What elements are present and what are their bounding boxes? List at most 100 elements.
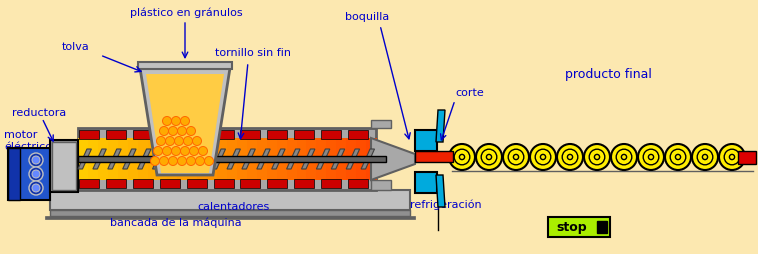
Circle shape xyxy=(162,147,171,155)
Circle shape xyxy=(186,156,196,166)
Bar xyxy=(78,138,89,180)
Polygon shape xyxy=(140,68,230,175)
Circle shape xyxy=(589,149,605,165)
Text: refrigeración: refrigeración xyxy=(410,200,481,211)
Circle shape xyxy=(186,126,196,135)
Bar xyxy=(168,138,178,180)
Bar xyxy=(321,179,341,188)
Polygon shape xyxy=(78,149,92,169)
Circle shape xyxy=(724,149,740,165)
Polygon shape xyxy=(227,149,240,169)
Circle shape xyxy=(729,154,735,160)
Circle shape xyxy=(562,149,578,165)
Circle shape xyxy=(168,126,177,135)
Bar xyxy=(133,130,153,139)
Circle shape xyxy=(196,156,205,166)
Circle shape xyxy=(32,170,40,178)
Polygon shape xyxy=(93,149,106,169)
Bar xyxy=(415,130,437,151)
Bar xyxy=(160,130,180,139)
Bar xyxy=(187,138,198,180)
Bar xyxy=(294,130,315,139)
Bar xyxy=(214,130,233,139)
Bar xyxy=(415,172,437,193)
Bar xyxy=(138,138,149,180)
Polygon shape xyxy=(257,149,270,169)
Polygon shape xyxy=(146,74,224,173)
Circle shape xyxy=(165,136,174,146)
Circle shape xyxy=(205,156,214,166)
Circle shape xyxy=(675,154,681,160)
Circle shape xyxy=(171,117,180,125)
Bar xyxy=(8,148,20,200)
Polygon shape xyxy=(436,110,445,142)
Polygon shape xyxy=(316,149,330,169)
Circle shape xyxy=(503,144,529,170)
Circle shape xyxy=(594,154,600,160)
Bar xyxy=(117,138,129,180)
Circle shape xyxy=(670,149,686,165)
Circle shape xyxy=(508,149,524,165)
Circle shape xyxy=(162,117,171,125)
Bar xyxy=(207,138,218,180)
Circle shape xyxy=(190,147,199,155)
Bar xyxy=(227,138,238,180)
Polygon shape xyxy=(436,175,445,207)
Circle shape xyxy=(584,144,610,170)
Bar xyxy=(177,138,188,180)
Text: plástico en gránulos: plástico en gránulos xyxy=(130,8,243,19)
Circle shape xyxy=(156,136,165,146)
Circle shape xyxy=(638,144,664,170)
Bar xyxy=(348,179,368,188)
Bar xyxy=(133,179,153,188)
Polygon shape xyxy=(302,149,315,169)
Circle shape xyxy=(616,149,632,165)
Circle shape xyxy=(454,149,470,165)
Circle shape xyxy=(154,147,162,155)
Polygon shape xyxy=(152,149,166,169)
Bar xyxy=(106,179,126,188)
Circle shape xyxy=(644,149,659,165)
Circle shape xyxy=(648,154,653,160)
Circle shape xyxy=(180,117,190,125)
Bar xyxy=(277,138,287,180)
Bar xyxy=(346,138,357,180)
Bar xyxy=(371,180,391,190)
Text: boquilla: boquilla xyxy=(345,12,390,22)
Circle shape xyxy=(159,126,168,135)
Polygon shape xyxy=(242,149,255,169)
Circle shape xyxy=(32,156,40,164)
Circle shape xyxy=(622,154,627,160)
Bar xyxy=(366,138,377,180)
Bar xyxy=(247,138,258,180)
Bar xyxy=(597,221,607,233)
Bar xyxy=(98,138,109,180)
Circle shape xyxy=(703,154,708,160)
Text: corte: corte xyxy=(455,88,484,98)
Text: bancada de la máquina: bancada de la máquina xyxy=(110,218,242,229)
Circle shape xyxy=(530,144,556,170)
Circle shape xyxy=(174,136,183,146)
Bar xyxy=(294,179,315,188)
Circle shape xyxy=(540,154,546,160)
Bar xyxy=(548,217,610,237)
Bar xyxy=(240,179,261,188)
Text: producto final: producto final xyxy=(565,68,652,81)
Bar xyxy=(79,179,99,188)
Circle shape xyxy=(692,144,718,170)
Circle shape xyxy=(177,156,186,166)
Circle shape xyxy=(697,149,713,165)
Polygon shape xyxy=(123,149,136,169)
Polygon shape xyxy=(197,149,211,169)
Circle shape xyxy=(557,144,583,170)
Polygon shape xyxy=(212,149,226,169)
Bar xyxy=(415,151,453,162)
Circle shape xyxy=(183,136,193,146)
Circle shape xyxy=(449,144,475,170)
Bar xyxy=(257,138,268,180)
Bar xyxy=(738,151,756,164)
Text: reductora: reductora xyxy=(12,108,66,118)
Circle shape xyxy=(481,149,496,165)
Polygon shape xyxy=(331,149,345,169)
Bar xyxy=(138,62,232,69)
